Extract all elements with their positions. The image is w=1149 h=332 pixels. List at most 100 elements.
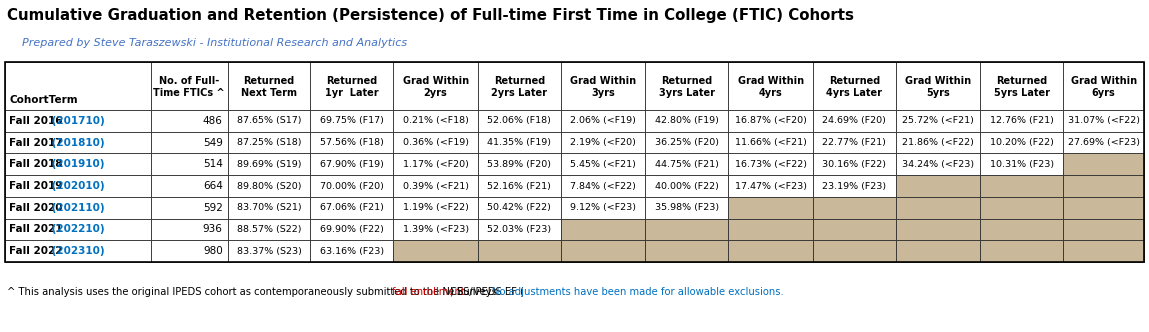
Bar xyxy=(478,240,561,262)
Text: 3yrs Later: 3yrs Later xyxy=(658,88,715,98)
Text: Fall 2018: Fall 2018 xyxy=(9,159,62,169)
Bar xyxy=(5,62,1144,262)
Bar xyxy=(646,197,728,218)
Bar xyxy=(310,175,393,197)
Text: 17.47% (<F23): 17.47% (<F23) xyxy=(734,182,807,191)
Text: Returned: Returned xyxy=(828,76,880,86)
Bar xyxy=(151,153,228,175)
Text: Grad Within: Grad Within xyxy=(738,76,803,86)
Text: 7.84% (<F22): 7.84% (<F22) xyxy=(570,182,637,191)
Bar xyxy=(478,153,561,175)
Bar xyxy=(980,218,1063,240)
Bar xyxy=(1063,110,1144,132)
Bar xyxy=(151,110,228,132)
Bar xyxy=(5,197,151,218)
Text: (201910): (201910) xyxy=(48,159,105,169)
Bar xyxy=(1063,197,1144,218)
Bar xyxy=(1063,153,1144,175)
Bar xyxy=(393,110,478,132)
Text: (201810): (201810) xyxy=(48,137,105,147)
Bar xyxy=(896,153,980,175)
Bar xyxy=(478,62,561,110)
Text: 2.19% (<F20): 2.19% (<F20) xyxy=(570,138,637,147)
Text: 40.00% (F22): 40.00% (F22) xyxy=(655,182,719,191)
Text: 27.69% (<F23): 27.69% (<F23) xyxy=(1067,138,1140,147)
Text: (202010): (202010) xyxy=(48,181,105,191)
Bar xyxy=(478,218,561,240)
Text: 5yrs Later: 5yrs Later xyxy=(994,88,1050,98)
Bar xyxy=(646,175,728,197)
Text: fall enrollment: fall enrollment xyxy=(392,287,464,297)
Bar xyxy=(478,175,561,197)
Text: 23.19% (F23): 23.19% (F23) xyxy=(823,182,886,191)
Bar xyxy=(5,110,151,132)
Bar xyxy=(728,153,813,175)
Text: 22.77% (F21): 22.77% (F21) xyxy=(823,138,886,147)
Bar xyxy=(310,132,393,153)
Bar xyxy=(980,197,1063,218)
Bar xyxy=(980,132,1063,153)
Bar xyxy=(896,132,980,153)
Text: 5yrs: 5yrs xyxy=(926,88,950,98)
Bar xyxy=(151,240,228,262)
Bar xyxy=(310,153,393,175)
Bar xyxy=(561,197,646,218)
Text: No. of Full-: No. of Full- xyxy=(159,76,219,86)
Text: 21.86% (<F22): 21.86% (<F22) xyxy=(902,138,974,147)
Bar xyxy=(151,62,228,110)
Text: 4yrs Later: 4yrs Later xyxy=(826,88,882,98)
Text: (202210): (202210) xyxy=(48,224,105,234)
Text: 63.16% (F23): 63.16% (F23) xyxy=(319,247,384,256)
Text: 10.20% (F22): 10.20% (F22) xyxy=(990,138,1054,147)
Text: 69.90% (F22): 69.90% (F22) xyxy=(319,225,384,234)
Bar xyxy=(228,62,310,110)
Text: 980: 980 xyxy=(203,246,223,256)
Bar xyxy=(561,175,646,197)
Text: 87.25% (S18): 87.25% (S18) xyxy=(237,138,301,147)
Bar xyxy=(561,62,646,110)
Text: 1.17% (<F20): 1.17% (<F20) xyxy=(402,160,469,169)
Text: Fall 2021: Fall 2021 xyxy=(9,224,62,234)
Bar xyxy=(310,62,393,110)
Bar xyxy=(728,62,813,110)
Text: 0.36% (<F19): 0.36% (<F19) xyxy=(402,138,469,147)
Text: 2yrs: 2yrs xyxy=(424,88,447,98)
Text: 592: 592 xyxy=(203,203,223,213)
Bar xyxy=(228,132,310,153)
Text: Fall 2017: Fall 2017 xyxy=(9,137,63,147)
Text: 0.21% (<F18): 0.21% (<F18) xyxy=(402,116,469,125)
Text: Grad Within: Grad Within xyxy=(905,76,971,86)
Bar xyxy=(561,240,646,262)
Text: 30.16% (F22): 30.16% (F22) xyxy=(823,160,886,169)
Text: 44.75% (F21): 44.75% (F21) xyxy=(655,160,719,169)
Bar xyxy=(151,197,228,218)
Text: (201710): (201710) xyxy=(48,116,105,126)
Bar xyxy=(980,110,1063,132)
Text: 67.06% (F21): 67.06% (F21) xyxy=(319,203,384,212)
Bar xyxy=(393,153,478,175)
Text: 6yrs: 6yrs xyxy=(1092,88,1116,98)
Bar xyxy=(310,110,393,132)
Bar xyxy=(310,218,393,240)
Text: 16.73% (<F22): 16.73% (<F22) xyxy=(734,160,807,169)
Bar xyxy=(646,110,728,132)
Bar xyxy=(980,153,1063,175)
Text: 57.56% (F18): 57.56% (F18) xyxy=(319,138,384,147)
Bar xyxy=(728,132,813,153)
Text: ^ This analysis uses the original IPEDS cohort as contemporaneously submitted to: ^ This analysis uses the original IPEDS … xyxy=(7,287,524,297)
Text: 42.80% (F19): 42.80% (F19) xyxy=(655,116,719,125)
Text: Returned: Returned xyxy=(326,76,378,86)
Text: 0.39% (<F21): 0.39% (<F21) xyxy=(402,182,469,191)
Text: 89.80% (S20): 89.80% (S20) xyxy=(237,182,301,191)
Bar xyxy=(1063,175,1144,197)
Text: 88.57% (S22): 88.57% (S22) xyxy=(237,225,301,234)
Bar xyxy=(980,62,1063,110)
Text: 3yrs: 3yrs xyxy=(592,88,615,98)
Text: 41.35% (F19): 41.35% (F19) xyxy=(487,138,552,147)
Bar xyxy=(228,110,310,132)
Bar xyxy=(646,62,728,110)
Text: 50.42% (F22): 50.42% (F22) xyxy=(487,203,552,212)
Text: Fall 2022: Fall 2022 xyxy=(9,246,62,256)
Text: 2yrs Later: 2yrs Later xyxy=(492,88,547,98)
Text: 83.37% (S23): 83.37% (S23) xyxy=(237,247,301,256)
